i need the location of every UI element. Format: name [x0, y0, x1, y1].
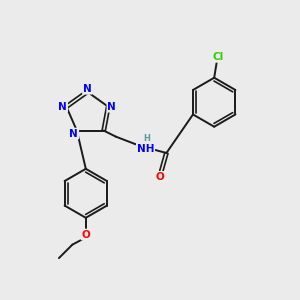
- Text: N: N: [58, 102, 67, 112]
- Text: H: H: [144, 134, 151, 143]
- Text: Cl: Cl: [212, 52, 224, 62]
- Text: O: O: [155, 172, 164, 182]
- Text: O: O: [81, 230, 90, 239]
- Text: NH: NH: [137, 143, 154, 154]
- Text: N: N: [70, 129, 78, 139]
- Text: N: N: [83, 84, 92, 94]
- Text: N: N: [107, 102, 116, 112]
